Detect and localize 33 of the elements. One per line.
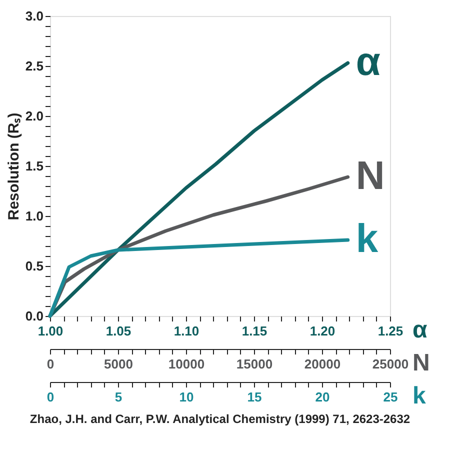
y-tick-label: 0.5 — [25, 258, 44, 274]
x-tick-label: 15 — [247, 390, 262, 404]
x-tick-label: 1.10 — [174, 324, 200, 338]
x-tick-label: 5 — [114, 390, 122, 404]
x-tick-label: 0 — [46, 390, 54, 404]
y-tick-label: 0.0 — [25, 308, 44, 324]
x2-tick-label: 20000 — [304, 356, 341, 372]
x-axis-title: k — [412, 382, 426, 410]
series-label: N — [356, 154, 385, 198]
x2-tick-label: 10000 — [168, 356, 205, 372]
y-tick-label: 2.5 — [25, 58, 44, 74]
x-tick-label: 25 — [383, 390, 398, 404]
y-tick-label: 2.0 — [25, 108, 44, 124]
x-tick-label: 1.05 — [106, 324, 132, 338]
x-axis-title: α — [412, 316, 428, 344]
series-label: k — [356, 217, 379, 261]
x-tick-label: 1.20 — [310, 324, 336, 338]
x2-tick-label: 5000 — [104, 356, 133, 372]
x2-axis-title: N — [412, 350, 430, 376]
x2-tick-label: 0 — [46, 356, 54, 372]
y-tick-label: 1.5 — [25, 158, 44, 174]
x-tick-label: 20 — [315, 390, 330, 404]
x2-tick-label: 25000 — [372, 356, 409, 372]
x-tick-label: 1.00 — [38, 324, 64, 338]
x2-tick-label: 15000 — [236, 356, 273, 372]
text: Zhao, J.H. and Carr, P.W. Analytical Chemistry (1999) 71, 2623-2632 — [30, 412, 410, 426]
y-axis-title: Resolution (Rₛ) — [5, 112, 22, 220]
x-tick-label: 1.25 — [378, 324, 404, 338]
series-label: α — [356, 40, 381, 84]
y-tick-label: 3.0 — [25, 8, 44, 24]
x-tick-label: 1.15 — [242, 324, 268, 338]
x-tick-label: 10 — [179, 390, 194, 404]
y-tick-label: 1.0 — [25, 208, 44, 224]
